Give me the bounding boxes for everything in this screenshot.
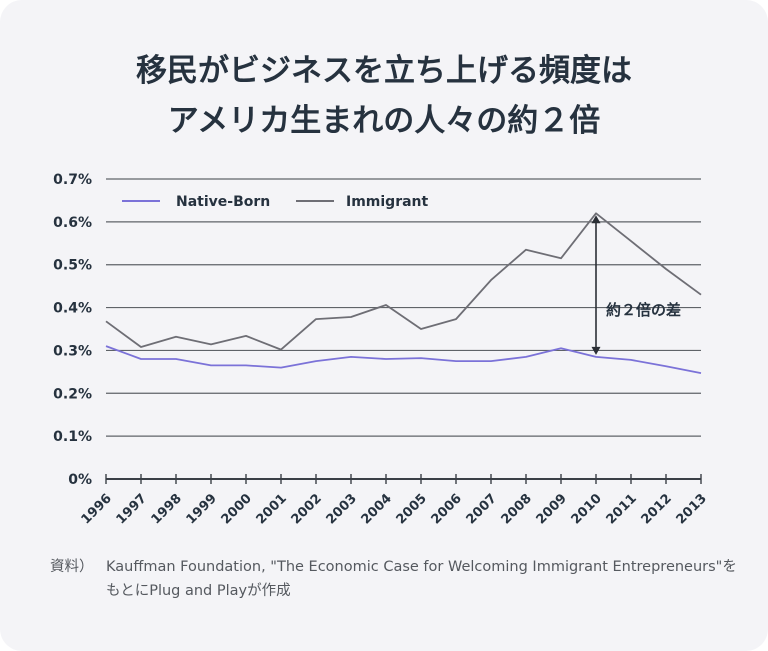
x-tick-label: 2005 [394, 491, 430, 527]
y-tick-label: 0.2% [53, 386, 92, 402]
legend-label: Native-Born [176, 194, 270, 210]
annotation-arrow-head-bottom [591, 346, 601, 355]
grid-lines [105, 178, 702, 484]
series-line-native-born [105, 345, 702, 374]
x-tick-label: 2012 [639, 491, 675, 527]
x-tick-label: 2013 [674, 491, 710, 527]
x-tick-label: 2007 [464, 491, 500, 527]
x-tick-label: 2001 [254, 491, 290, 527]
x-tick-label: 1997 [114, 491, 150, 527]
y-tick-label: 0.4% [53, 301, 92, 317]
title-line-1: 移民がビジネスを立ち上げる頻度は [136, 53, 632, 89]
y-tick-label: 0.6% [53, 215, 92, 231]
annotation-label: 約２倍の差 [606, 301, 681, 319]
y-tick-label: 0.1% [53, 429, 92, 445]
y-tick-label: 0.7% [53, 172, 92, 188]
x-tick-labels: 1996199719981999200020012002200320042005… [79, 491, 710, 527]
source-text: Kauffman Foundation, "The Economic Case … [106, 559, 737, 599]
legend: Native-Born Immigrant [122, 194, 429, 210]
x-tick-label: 2006 [429, 491, 465, 527]
y-tick-labels: 0% 0.1% 0.2% 0.3% 0.4% 0.5% 0.6% 0.7% [53, 172, 92, 488]
x-tick-label: 1998 [149, 491, 185, 527]
x-tick-label: 2008 [499, 491, 535, 527]
title-line-2: アメリカ生まれの人々の約２倍 [167, 103, 601, 139]
y-tick-label: 0.3% [53, 343, 92, 359]
x-tick-label: 2004 [359, 491, 395, 527]
y-tick-label: 0.5% [53, 258, 92, 274]
x-tick-label: 2011 [604, 491, 640, 527]
x-tick-label: 2000 [219, 491, 255, 527]
x-tick-label: 2010 [569, 491, 605, 527]
series-lines [105, 212, 702, 374]
x-tick-label: 2009 [534, 491, 570, 527]
source-label: 資料） [50, 559, 94, 575]
x-tick-label: 1996 [79, 491, 115, 527]
series-line-immigrant [105, 212, 702, 351]
x-tick-label: 1999 [184, 491, 220, 527]
x-tick-label: 2003 [324, 491, 360, 527]
chart-title: 移民がビジネスを立ち上げる頻度は アメリカ生まれの人々の約２倍 [0, 46, 768, 146]
legend-label: Immigrant [346, 194, 429, 210]
annotation-arrow-head-top [591, 215, 601, 224]
annotation: 約２倍の差 [591, 215, 681, 355]
x-tick-label: 2002 [289, 491, 325, 527]
y-tick-label: 0% [68, 472, 92, 488]
source-note: 資料） Kauffman Foundation, "The Economic C… [50, 555, 740, 603]
